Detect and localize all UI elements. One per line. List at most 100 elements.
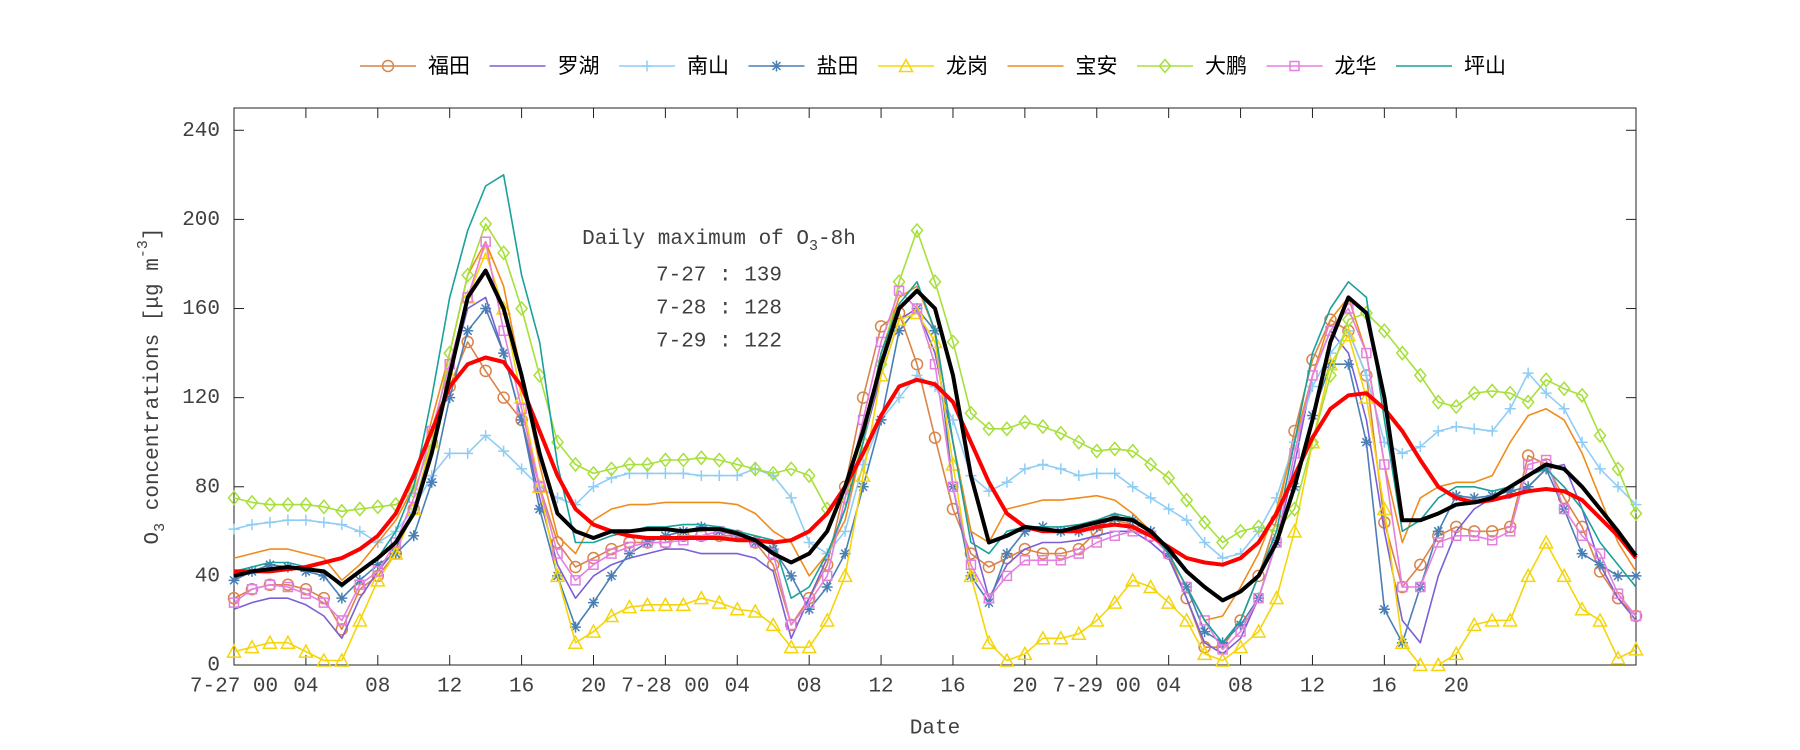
- marker: [1199, 615, 1210, 626]
- text-part: O: [142, 532, 165, 545]
- marker: [1611, 461, 1625, 477]
- marker: [1574, 601, 1590, 616]
- marker: [298, 643, 314, 658]
- marker: [1467, 525, 1481, 538]
- legend-marker: [898, 57, 914, 73]
- marker: [676, 452, 690, 468]
- marker: [983, 592, 995, 604]
- marker: [318, 516, 330, 528]
- marker: [282, 514, 294, 526]
- marker: [605, 542, 618, 556]
- marker: [1037, 458, 1049, 470]
- marker: [1252, 569, 1265, 583]
- marker: [264, 559, 276, 571]
- marker: [1377, 323, 1391, 339]
- marker: [1036, 418, 1050, 435]
- marker: [264, 516, 276, 528]
- marker: [371, 499, 385, 515]
- marker: [693, 590, 710, 605]
- marker: [747, 603, 764, 618]
- marker: [497, 391, 510, 404]
- marker: [784, 461, 798, 477]
- marker: [1521, 394, 1535, 410]
- marker: [1018, 542, 1032, 556]
- marker: [1253, 592, 1264, 604]
- marker: [426, 476, 438, 488]
- marker: [1629, 505, 1643, 522]
- marker: [1468, 423, 1480, 435]
- marker: [1540, 387, 1552, 399]
- marker: [1214, 652, 1231, 667]
- marker: [1415, 581, 1426, 593]
- marker: [480, 303, 492, 315]
- marker: [336, 592, 348, 604]
- marker: [227, 490, 241, 506]
- y-tick-label: 0: [207, 655, 220, 678]
- marker: [624, 541, 635, 553]
- series-line: [233, 223, 1637, 544]
- x-tick-label: 20: [1012, 676, 1037, 699]
- marker: [497, 245, 511, 261]
- marker: [1430, 656, 1447, 672]
- marker: [1289, 448, 1300, 459]
- marker: [927, 333, 943, 349]
- marker: [1450, 421, 1462, 433]
- legend-label: 宝安: [1076, 54, 1118, 78]
- marker: [461, 267, 475, 283]
- marker: [1630, 570, 1642, 582]
- marker: [1019, 463, 1031, 475]
- marker: [910, 357, 924, 371]
- marker: [1414, 441, 1426, 453]
- x-tick-label: 04: [1156, 676, 1181, 699]
- marker: [226, 643, 242, 658]
- text-part: ]: [142, 228, 165, 241]
- marker: [480, 430, 492, 442]
- text-part: concentrations [: [142, 309, 165, 523]
- marker: [1055, 555, 1067, 566]
- marker: [1199, 626, 1211, 638]
- marker: [1468, 530, 1480, 542]
- series-line: [234, 355, 1638, 574]
- marker: [1431, 394, 1445, 410]
- marker: [1235, 619, 1247, 631]
- marker: [569, 560, 582, 574]
- legend-label: 大鹏: [1205, 54, 1247, 78]
- marker: [1628, 641, 1644, 656]
- marker: [1196, 645, 1213, 661]
- marker: [1575, 387, 1589, 404]
- legend-label: 罗湖: [558, 54, 600, 78]
- text-part: 3: [152, 523, 169, 532]
- marker: [370, 572, 386, 587]
- x-tick-label: 7-27 00: [190, 676, 278, 699]
- marker: [765, 616, 781, 632]
- marker: [603, 607, 620, 623]
- marker: [1576, 548, 1588, 560]
- marker: [1593, 427, 1607, 444]
- marker: [621, 598, 638, 614]
- marker: [677, 467, 689, 479]
- marker: [228, 523, 240, 535]
- marker: [1504, 526, 1516, 537]
- marker: [1360, 436, 1372, 448]
- marker: [1485, 383, 1499, 399]
- marker: [1162, 470, 1176, 486]
- marker: [516, 463, 528, 475]
- text-part: Daily maximum of O: [582, 228, 809, 251]
- marker: [783, 639, 799, 654]
- legend-marker: [1289, 60, 1300, 72]
- marker: [549, 567, 566, 583]
- marker: [570, 575, 581, 586]
- marker: [1413, 367, 1427, 384]
- marker: [246, 583, 258, 595]
- marker: [336, 519, 348, 531]
- marker: [1217, 644, 1228, 655]
- marker: [1594, 548, 1606, 559]
- marker: [659, 467, 671, 479]
- marker: [658, 452, 672, 468]
- x-tick-label: 04: [293, 676, 318, 699]
- marker: [1451, 530, 1462, 542]
- marker: [695, 470, 707, 482]
- x-tick-label: 12: [868, 676, 893, 699]
- marker: [1448, 645, 1465, 661]
- marker: [1538, 534, 1554, 549]
